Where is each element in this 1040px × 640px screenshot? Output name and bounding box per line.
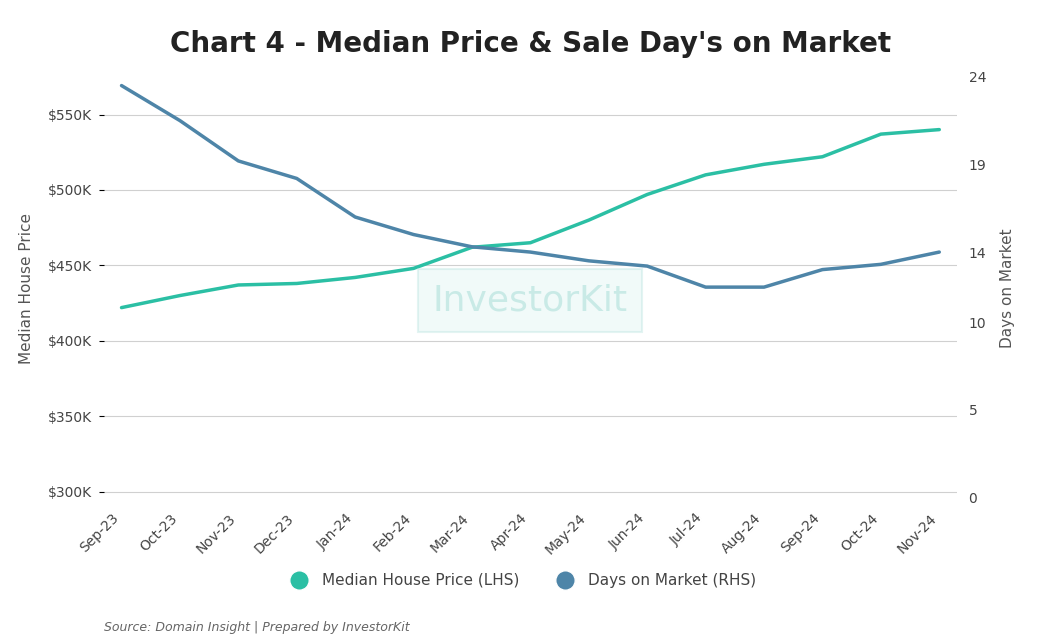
Y-axis label: Median House Price: Median House Price xyxy=(19,212,34,364)
Legend: Median House Price (LHS), Days on Market (RHS): Median House Price (LHS), Days on Market… xyxy=(278,567,762,594)
Title: Chart 4 - Median Price & Sale Day's on Market: Chart 4 - Median Price & Sale Day's on M… xyxy=(170,30,891,58)
Text: Source: Domain Insight | Prepared by InvestorKit: Source: Domain Insight | Prepared by Inv… xyxy=(104,621,410,634)
Y-axis label: Days on Market: Days on Market xyxy=(1000,228,1015,348)
Text: InvestorKit: InvestorKit xyxy=(433,284,628,317)
